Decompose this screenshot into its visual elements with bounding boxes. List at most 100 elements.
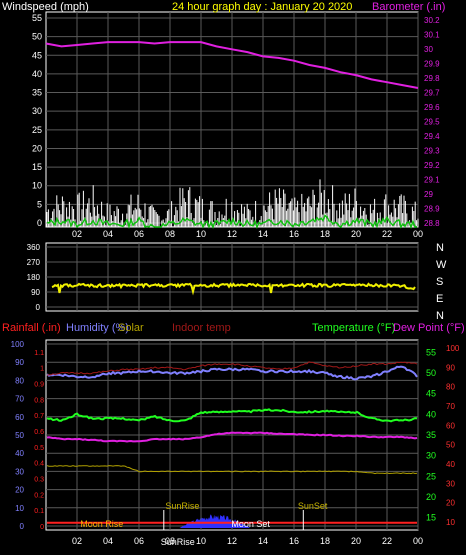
temperature-humidity-panel: 10090807060504030201001.110.90.80.70.60.… bbox=[2, 322, 465, 547]
time-tick-label: 14 bbox=[258, 536, 268, 546]
temperature-tick-label: 45 bbox=[426, 389, 436, 399]
panel1-tick-labels: 555045403530252015105030.230.13029.929.8… bbox=[32, 13, 440, 239]
sun-moon-annotations: Moon Rise SunRise Moon Set SunSet SunRise bbox=[80, 501, 328, 547]
compass-label: E bbox=[436, 293, 443, 305]
time-tick-label: 16 bbox=[289, 229, 299, 239]
time-tick-label: 14 bbox=[258, 229, 268, 239]
rain-tick-label: 0.7 bbox=[34, 413, 44, 420]
time-tick-label: 08 bbox=[165, 536, 175, 546]
legend-entry: Rainfall (.in) bbox=[2, 322, 61, 334]
legend-entry: Temperature (°F) bbox=[312, 322, 395, 334]
indoor-temp-tick-label: 20 bbox=[446, 499, 455, 508]
sun-moon-label: Moon Set bbox=[231, 519, 270, 529]
time-tick-label: 00 bbox=[413, 536, 423, 546]
legend-entry: Dew Point (°F) bbox=[393, 322, 465, 334]
rain-tick-label: 0.5 bbox=[34, 445, 44, 452]
windspeed-tick-label: 15 bbox=[32, 162, 42, 172]
rain-tick-label: 0.3 bbox=[34, 477, 44, 484]
rain-tick-label: 1 bbox=[40, 366, 44, 373]
temperature-tick-label: 15 bbox=[426, 513, 436, 523]
time-tick-label: 22 bbox=[382, 229, 392, 239]
rain-tick-label: 0.4 bbox=[34, 461, 44, 468]
panel1-grid bbox=[46, 12, 419, 227]
windspeed-tick-label: 5 bbox=[37, 199, 42, 209]
compass-label: N bbox=[436, 242, 444, 254]
panel2-grid bbox=[46, 243, 419, 311]
indoor-temp-tick-label: 30 bbox=[446, 479, 455, 488]
humidity-tick-label: 90 bbox=[15, 358, 24, 367]
windspeed-tick-label: 50 bbox=[32, 32, 42, 42]
sun-moon-label: SunRise bbox=[165, 501, 199, 511]
time-tick-label: 16 bbox=[289, 536, 299, 546]
barometer-tick-label: 29.6 bbox=[424, 103, 440, 112]
compass-label: N bbox=[436, 310, 444, 322]
barometer-tick-label: 29.7 bbox=[424, 89, 440, 98]
time-tick-label: 08 bbox=[165, 229, 175, 239]
humidity-tick-label: 60 bbox=[15, 413, 24, 422]
graph-title: 24 hour graph day : January 20 2020 bbox=[172, 1, 352, 13]
rain-tick-label: 0.2 bbox=[34, 492, 44, 499]
windspeed-tick-label: 0 bbox=[37, 218, 42, 228]
time-tick-label: 18 bbox=[320, 229, 330, 239]
rain-tick-label: 0.6 bbox=[34, 429, 44, 436]
windspeed-tick-label: 25 bbox=[32, 125, 42, 135]
humidity-tick-label: 30 bbox=[15, 467, 24, 476]
legend-entry: Humidity (%) bbox=[66, 322, 129, 334]
windspeed-tick-label: 35 bbox=[32, 88, 42, 98]
time-tick-label: 20 bbox=[351, 229, 361, 239]
humidity-tick-label: 80 bbox=[15, 376, 24, 385]
time-tick-label: 02 bbox=[72, 536, 82, 546]
panel2-series bbox=[51, 282, 416, 296]
panel3-legend: Rainfall (.in) Humidity (%)Solar Indoor te… bbox=[2, 322, 465, 334]
panel3-series bbox=[46, 361, 418, 524]
time-tick-label: 22 bbox=[382, 536, 392, 546]
barometer-tick-label: 29 bbox=[424, 190, 433, 199]
temperature-tick-label: 55 bbox=[426, 347, 436, 357]
barometer-line bbox=[45, 41, 419, 89]
windspeed-tick-label: 40 bbox=[32, 69, 42, 79]
time-tick-label: 12 bbox=[227, 229, 237, 239]
time-tick-label: 10 bbox=[196, 229, 206, 239]
barometer-tick-label: 30 bbox=[424, 45, 433, 54]
windspeed-tick-label: 55 bbox=[32, 13, 42, 23]
humidity-tick-label: 10 bbox=[15, 504, 24, 513]
compass-label: W bbox=[436, 259, 447, 271]
time-tick-label: 06 bbox=[134, 536, 144, 546]
time-tick-label: 04 bbox=[103, 229, 113, 239]
indoor-temp-tick-label: 60 bbox=[446, 421, 455, 430]
barometer-axis-label: Barometer (.in) bbox=[372, 1, 445, 13]
time-tick-label: 10 bbox=[196, 536, 206, 546]
rain-tick-label: 0.9 bbox=[34, 382, 44, 389]
indoor-temp-tick-label: 40 bbox=[446, 460, 455, 469]
rain-tick-label: 0.8 bbox=[34, 397, 44, 404]
indoor-temp-tick-label: 80 bbox=[446, 383, 455, 392]
direction-tick-label: 270 bbox=[27, 258, 41, 267]
indoor-temp-tick-label: 50 bbox=[446, 441, 455, 450]
indoor-temp-tick-label: 90 bbox=[446, 363, 455, 372]
direction-tick-label: 360 bbox=[27, 243, 41, 252]
humidity-tick-label: 100 bbox=[11, 340, 25, 349]
temperature-tick-label: 35 bbox=[426, 430, 436, 440]
barometer-tick-label: 30.2 bbox=[424, 16, 440, 25]
solar-radiation-area bbox=[179, 514, 251, 528]
barometer-tick-label: 29.3 bbox=[424, 147, 440, 156]
legend-entry: Indoor temp bbox=[172, 322, 231, 334]
windspeed-tick-label: 45 bbox=[32, 50, 42, 60]
temperature-tick-label: 40 bbox=[426, 409, 436, 419]
humidity-tick-label: 0 bbox=[20, 522, 25, 531]
temperature-tick-label: 30 bbox=[426, 451, 436, 461]
windspeed-tick-label: 20 bbox=[32, 143, 42, 153]
indoor-temp-tick-label: 100 bbox=[446, 344, 460, 353]
legend-entry: Solar bbox=[118, 322, 144, 334]
rain-tick-label: 1.1 bbox=[34, 350, 44, 357]
barometer-tick-label: 29.8 bbox=[424, 74, 440, 83]
barometer-tick-label: 29.4 bbox=[424, 132, 440, 141]
temperature-tick-label: 25 bbox=[426, 471, 436, 481]
humidity-tick-label: 70 bbox=[15, 395, 24, 404]
compass-label: S bbox=[436, 276, 443, 288]
wind-direction-line bbox=[51, 282, 416, 296]
panel1-series bbox=[45, 41, 419, 230]
